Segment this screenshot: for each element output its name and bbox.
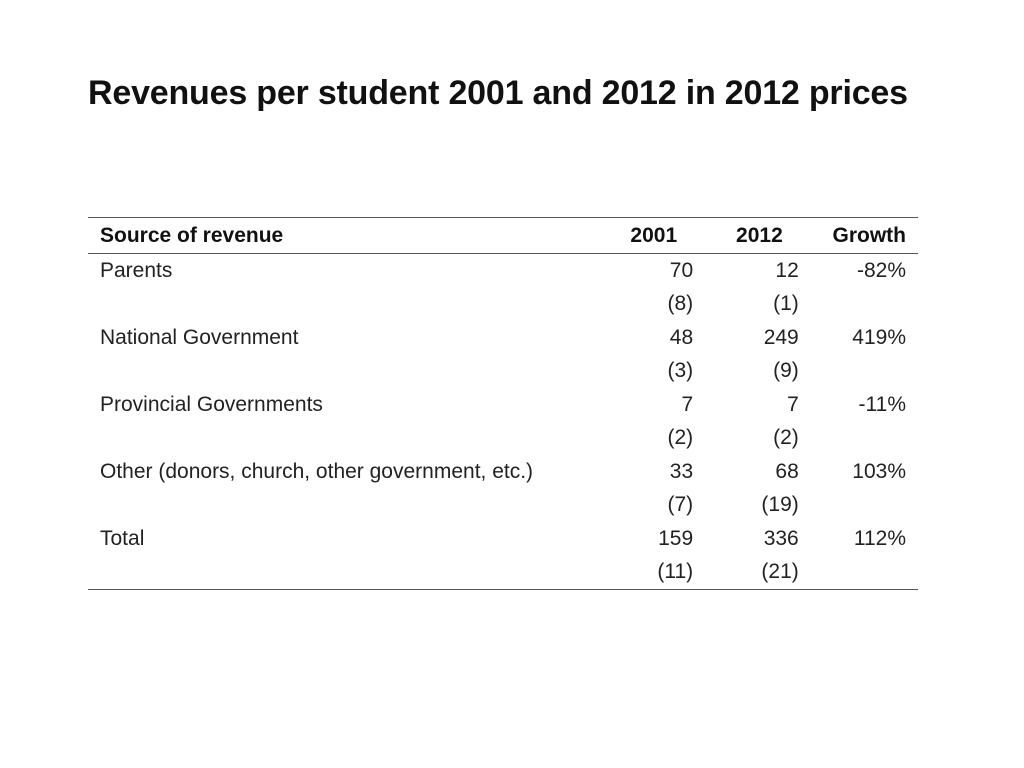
row-growth: 419%	[852, 325, 906, 349]
row-se-2001: (2)	[667, 426, 694, 450]
table-row-se: (7) (19)	[88, 489, 918, 523]
row-source: National Government	[100, 325, 299, 349]
header-growth: Growth	[798, 217, 918, 254]
row-se-2012: (21)	[693, 555, 799, 590]
row-se-2012: (2)	[773, 426, 799, 450]
row-se-2001: (7)	[667, 493, 694, 517]
row-growth: -11%	[858, 392, 906, 416]
row-se-2012: (19)	[761, 493, 799, 517]
table-row-se: (11) (21)	[88, 555, 918, 590]
slide-title: Revenues per student 2001 and 2012 in 20…	[88, 74, 908, 112]
row-se-2001: (11)	[610, 555, 694, 590]
row-value-2001: 7	[681, 392, 694, 416]
table-row: Other (donors, church, other government,…	[88, 455, 918, 489]
row-value-2012: 249	[763, 325, 799, 349]
table-row: National Government 48 249 419%	[88, 321, 918, 355]
row-value-2012: 68	[775, 459, 799, 483]
table-row-se: (8) (1)	[88, 288, 918, 322]
row-growth: -82%	[856, 258, 906, 282]
row-se-2012: (1)	[773, 292, 799, 316]
row-value-2012: 336	[763, 526, 799, 550]
header-2001-label: 2001	[630, 223, 678, 247]
row-value-2001: 159	[658, 526, 694, 550]
header-2001: 2001	[610, 217, 694, 254]
row-value-2012: 7	[787, 392, 799, 416]
row-source: Parents	[100, 258, 173, 282]
table-row-se: (3) (9)	[88, 355, 918, 389]
table-row: Parents 70 12 -82%	[88, 254, 918, 288]
row-se-2001: (8)	[667, 292, 694, 316]
header-source: Source of revenue	[88, 217, 611, 254]
row-se-2001: (3)	[667, 359, 694, 383]
table-header-row: Source of revenue 2001 2012 Growth	[88, 217, 918, 254]
table-row-se: (2) (2)	[88, 422, 918, 456]
row-growth: 112%	[853, 526, 906, 550]
row-se-2012: (9)	[773, 359, 799, 383]
table-row: Provincial Governments 7 7 -11%	[88, 388, 918, 422]
row-source: Other (donors, church, other government,…	[100, 459, 534, 483]
row-growth: 103%	[852, 459, 906, 483]
row-value-2001: 70	[669, 258, 694, 282]
header-2012: 2012	[693, 217, 799, 254]
row-source: Total	[100, 526, 145, 550]
revenue-table: Source of revenue 2001 2012 Growth Paren…	[88, 217, 918, 590]
row-source: Provincial Governments	[100, 392, 323, 416]
header-2012-label: 2012	[736, 223, 783, 247]
row-value-2012: 12	[775, 258, 799, 282]
row-value-2001: 33	[669, 459, 694, 483]
table-row-total: Total 159 336 112%	[88, 522, 918, 556]
row-value-2001: 48	[669, 325, 694, 349]
